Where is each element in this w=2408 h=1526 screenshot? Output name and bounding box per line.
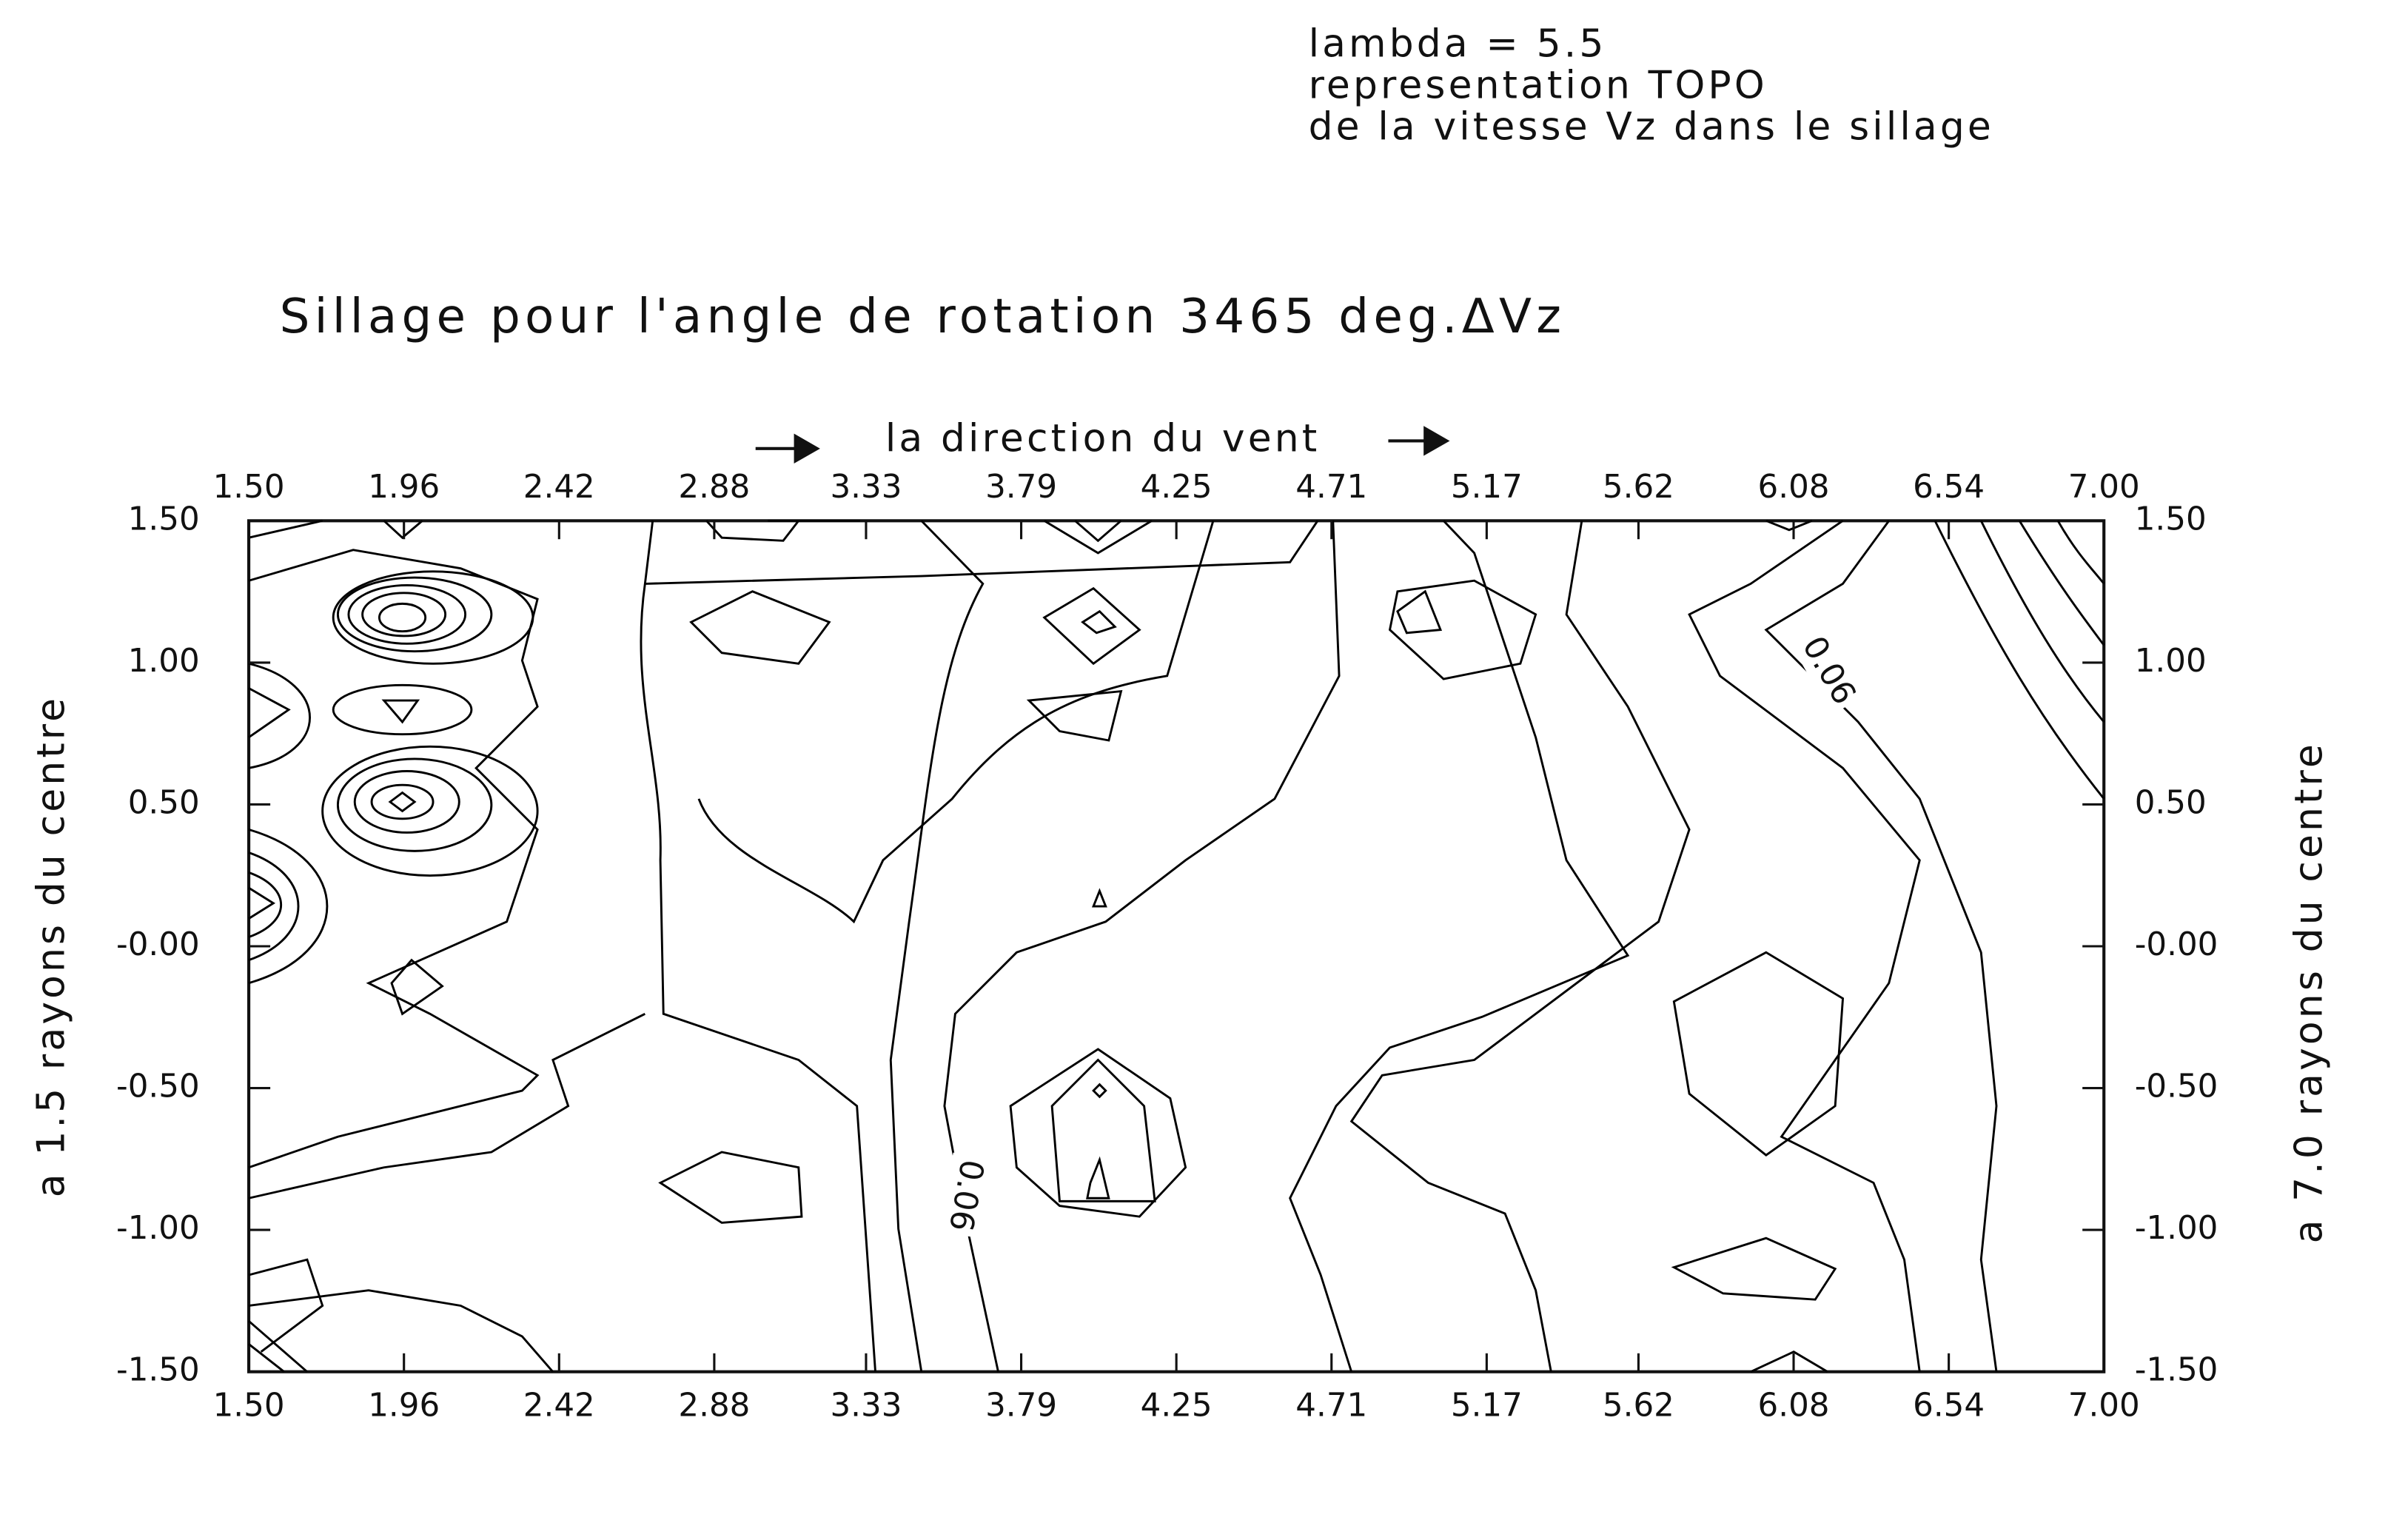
- y2-tick-label: -0.50: [2135, 1068, 2218, 1105]
- contour-line: [248, 828, 329, 985]
- contour-line: [889, 520, 985, 1372]
- x-tick-label: 6.08: [1758, 469, 1830, 506]
- x-tick-label: 4.71: [1295, 1387, 1367, 1424]
- x-tick-label: 3.79: [985, 1387, 1057, 1424]
- x-tick-label: 5.62: [1603, 1387, 1674, 1424]
- x-tick-label: 4.71: [1295, 469, 1367, 506]
- contour-line: [1388, 579, 1537, 680]
- y-tick-label: 0.50: [128, 784, 200, 821]
- header-line: lambda = 5.5: [1309, 21, 1607, 66]
- contour-line: [248, 1320, 308, 1373]
- y-tick-label: -1.00: [116, 1210, 200, 1247]
- contour-line: [689, 590, 831, 665]
- x-tick-label: 5.17: [1451, 1387, 1523, 1424]
- y2-tick-label: 1.00: [2135, 643, 2207, 680]
- x-tick-label: 3.33: [830, 1387, 902, 1424]
- contour-line: [370, 783, 435, 820]
- x-tick-label: 2.42: [523, 1387, 595, 1424]
- x-tick-label: 6.54: [1913, 1387, 1985, 1424]
- contour-line: [248, 1258, 324, 1353]
- header-line: representation TOPO: [1309, 63, 1768, 107]
- x-tick-label: 6.08: [1758, 1387, 1830, 1424]
- contour-label-bg: [939, 1152, 990, 1238]
- contour-line: [248, 662, 311, 769]
- contour-line: [1764, 520, 1998, 1372]
- contour-field: [248, 519, 2105, 1373]
- x-tick-label: 2.88: [678, 469, 750, 506]
- y-tick-label: -0.00: [116, 926, 200, 963]
- header-line: de la vitesse Vz dans le sillage: [1309, 104, 1994, 149]
- contour-label-bg: [1791, 627, 1864, 715]
- x-axis-label: la direction du vent: [885, 416, 1320, 461]
- y-tick-label: 1.00: [128, 643, 200, 680]
- contour-line: [1042, 586, 1141, 666]
- contour-line: [658, 1151, 803, 1224]
- contour-line: [1934, 520, 2105, 800]
- contour-line: [2018, 520, 2105, 646]
- y2-tick-label: 1.50: [2135, 501, 2207, 538]
- contour-label: 0.06: [942, 1157, 990, 1234]
- x-tick-label: 6.54: [1913, 469, 1985, 506]
- contour-line: [640, 521, 876, 1372]
- contour-line: [645, 520, 1319, 585]
- contour-line: [347, 584, 467, 645]
- contour-line: [248, 1012, 645, 1199]
- x-tick-label: 7.00: [2068, 1387, 2140, 1424]
- contour-line: [1349, 521, 1691, 1372]
- y2-tick-label: -1.00: [2135, 1210, 2218, 1247]
- x-tick-label: 7.00: [2068, 469, 2140, 506]
- arrow: [755, 426, 1450, 464]
- contour-line: [1009, 1048, 1187, 1218]
- contour-line: [1026, 689, 1123, 742]
- x-tick-label: 3.79: [985, 469, 1057, 506]
- y2-tick-label: -1.50: [2135, 1352, 2218, 1389]
- contour-line: [390, 888, 1107, 1016]
- chart-title: Sillage pour l'angle de rotation 3465 de…: [280, 289, 1566, 344]
- contour-line: [388, 791, 417, 813]
- contour-line: [2056, 520, 2105, 585]
- contour-line: [378, 602, 427, 633]
- x-tick-label: 1.50: [213, 1387, 285, 1424]
- contour-line: [381, 699, 420, 724]
- contour-line: [361, 592, 447, 637]
- contour-line: [321, 745, 539, 877]
- x-tick-label: 4.25: [1141, 1387, 1213, 1424]
- x-tick-label: 5.17: [1451, 469, 1523, 506]
- contour-line: [336, 757, 493, 852]
- x-tick-label: 2.88: [678, 1387, 750, 1424]
- y2-tick-label: 0.50: [2135, 784, 2207, 821]
- contour-line: [332, 570, 534, 665]
- contour-line: [1671, 1236, 1837, 1301]
- x-tick-label: 5.62: [1603, 469, 1674, 506]
- contour-line: [332, 683, 473, 736]
- y-axis-label: a 1.5 rayons du centre: [30, 695, 74, 1197]
- contour-line: [1688, 520, 1921, 1372]
- contour-line: [248, 1289, 554, 1373]
- y-tick-label: -1.50: [116, 1352, 200, 1389]
- contour-line: [1672, 951, 1845, 1157]
- x-tick-label: 3.33: [830, 469, 902, 506]
- y-tick-label: 1.50: [128, 501, 200, 538]
- contour-line: [1979, 520, 2105, 723]
- x-tick-label: 1.50: [213, 469, 285, 506]
- contour-line: [248, 519, 1828, 1373]
- contour-line: [353, 770, 460, 834]
- y2-axis-label: a 7.0 rayons du centre: [2287, 741, 2331, 1243]
- contour-line: [336, 576, 493, 653]
- x-tick-label: 2.42: [523, 469, 595, 506]
- x-tick-label: 4.25: [1141, 469, 1213, 506]
- contour-line: [1289, 520, 1630, 1373]
- contour-line: [943, 521, 1341, 1372]
- y2-tick-label: -0.00: [2135, 926, 2218, 963]
- x-tick-label: 1.96: [368, 469, 440, 506]
- x-tick-label: 1.96: [368, 1387, 440, 1424]
- y-tick-label: -0.50: [116, 1068, 200, 1105]
